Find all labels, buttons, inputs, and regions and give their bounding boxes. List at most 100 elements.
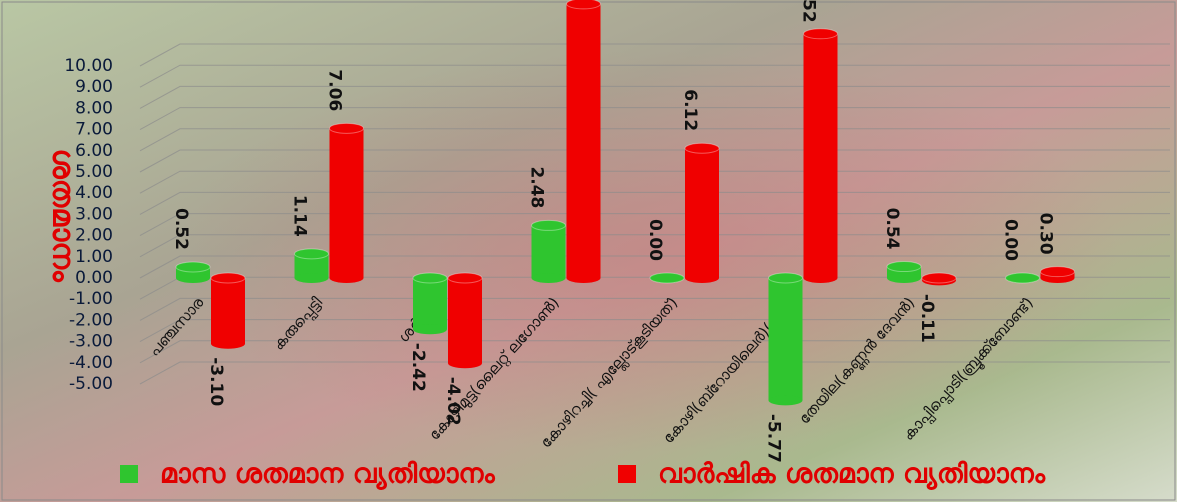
y-tick-label: -3.00 <box>69 332 113 352</box>
y-tick-label: -4.00 <box>69 353 113 373</box>
y-tick-label: 2.00 <box>75 226 113 246</box>
y-tick-label: -5.00 <box>69 374 113 394</box>
legend-swatch <box>120 465 138 483</box>
bar <box>684 142 720 283</box>
y-tick-label: 8.00 <box>75 98 113 118</box>
y-tick-label: -1.00 <box>69 289 113 309</box>
bar <box>566 0 601 283</box>
bar-body <box>685 148 719 278</box>
bar-top <box>210 272 246 284</box>
bar-top <box>412 272 448 284</box>
bar <box>531 219 566 283</box>
bar-top <box>175 261 211 273</box>
bar-top <box>684 142 720 154</box>
grid-line <box>139 255 1170 279</box>
bar-body <box>768 278 803 401</box>
bar <box>886 261 922 283</box>
bar-bottom <box>176 273 210 283</box>
bar-body <box>413 278 447 330</box>
bar-bottom <box>803 273 838 283</box>
bar-body <box>329 128 364 278</box>
bar-top <box>531 219 566 231</box>
value-label: 0.30 <box>1036 213 1056 255</box>
bar <box>175 261 211 283</box>
grid-line <box>139 43 1170 67</box>
y-tick-label: 0.00 <box>75 268 113 288</box>
y-tick-label: 9.00 <box>75 77 113 97</box>
y-tick-label: 6.00 <box>75 141 113 161</box>
grid-line <box>139 170 1170 194</box>
bar-top <box>1005 272 1040 284</box>
grid-line <box>139 234 1170 258</box>
bar-top <box>1040 266 1075 278</box>
bar <box>447 272 483 369</box>
y-tick-label: -2.00 <box>69 310 113 330</box>
bar-bottom <box>531 273 566 283</box>
bar-body <box>211 278 245 344</box>
value-label: 6.12 <box>680 89 700 131</box>
grid-line <box>139 297 1170 321</box>
grid-line <box>139 64 1170 88</box>
y-tick-label: 7.00 <box>75 120 113 140</box>
bar-body <box>803 33 838 278</box>
bar <box>1005 272 1040 284</box>
bar-body <box>887 266 921 278</box>
bar-body <box>448 278 482 364</box>
value-label: -4.02 <box>443 377 463 426</box>
bar-body <box>176 266 210 278</box>
bar <box>210 272 246 349</box>
value-label: 0.00 <box>645 219 665 261</box>
grid-line <box>139 213 1170 237</box>
value-label: 11.52 <box>799 0 819 23</box>
value-label: -2.42 <box>408 343 428 392</box>
bar <box>412 272 448 335</box>
bar-bottom <box>413 324 447 335</box>
grid-line <box>139 340 1170 364</box>
grid-line <box>139 85 1170 109</box>
bar-bottom <box>685 273 719 283</box>
value-label: -3.10 <box>206 357 226 406</box>
bar-top <box>329 122 364 134</box>
value-label: -0.11 <box>917 294 937 343</box>
y-tick-label: 10.00 <box>64 56 113 76</box>
y-tick-label: 1.00 <box>75 247 113 267</box>
y-tick-label: 4.00 <box>75 183 113 203</box>
bar <box>921 272 957 286</box>
grid-line <box>139 191 1170 215</box>
grid-line <box>139 128 1170 152</box>
value-label: 0.00 <box>1001 219 1021 261</box>
grid-line <box>139 319 1170 343</box>
y-tick-label: 3.00 <box>75 204 113 224</box>
bar-top <box>768 272 803 284</box>
value-label: -5.77 <box>764 414 784 463</box>
bar-top <box>921 272 957 284</box>
bar-bottom <box>329 273 364 283</box>
bar-top <box>294 248 329 260</box>
grid-line <box>139 149 1170 173</box>
bar-bottom <box>566 273 601 283</box>
value-label: 0.54 <box>882 208 902 250</box>
legend-swatch <box>618 465 636 483</box>
legend-label: വാർഷിക ശതമാന വ്യതിയാനം <box>658 459 1046 491</box>
grid-line <box>139 361 1170 385</box>
y-axis-label: ശതമാനം <box>46 148 81 283</box>
bar-bottom <box>768 395 803 406</box>
value-label: 7.06 <box>325 69 345 111</box>
bar <box>768 272 803 406</box>
legend-label: മാസ ശതമാന വ്യതിയാനം <box>160 459 495 491</box>
bar-top <box>447 272 483 284</box>
bar-top <box>649 272 685 284</box>
bar <box>294 248 329 283</box>
y-tick-label: 5.00 <box>75 162 113 182</box>
bar-top <box>566 0 601 10</box>
bar-bottom <box>448 358 482 369</box>
bar-body <box>566 3 601 278</box>
bar-bottom <box>211 338 245 349</box>
bar <box>649 272 685 284</box>
bar <box>1040 266 1075 283</box>
bar-top <box>803 28 838 40</box>
value-label: 1.14 <box>290 195 310 237</box>
value-label: 0.52 <box>171 208 191 250</box>
bar <box>803 28 838 283</box>
